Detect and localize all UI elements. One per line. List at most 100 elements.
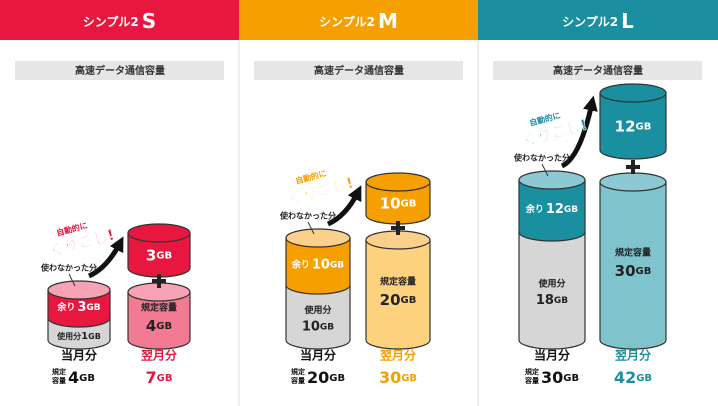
value-text: 18GB <box>536 293 568 308</box>
value-number: 12 <box>615 117 636 135</box>
header-bar <box>239 0 478 40</box>
value-text: 30GB <box>541 368 579 387</box>
value-unit: GB <box>320 322 334 332</box>
plan-title: シンプル2 M <box>319 9 398 33</box>
value-number: 3 <box>146 246 156 264</box>
cylinder-top <box>599 172 667 192</box>
value-text: 30GB <box>615 262 652 280</box>
remain-label: 余り <box>56 301 75 313</box>
unused-pointer <box>541 163 549 177</box>
cylinder-top <box>127 223 191 243</box>
value-number: 30 <box>615 262 636 280</box>
capacity-label: 高速データ通信容量 <box>75 64 165 77</box>
used-label: 使用分 <box>56 331 81 341</box>
next-month: 翌月分 <box>380 348 416 363</box>
value-text: 3GB <box>146 246 172 264</box>
value-number: 18 <box>536 293 554 308</box>
remain-part <box>47 289 111 328</box>
current-month: 当月分 <box>534 348 570 363</box>
value-unit: GB <box>156 321 172 332</box>
next-month: 翌月分 <box>615 348 651 363</box>
summary-label: 容量 <box>51 376 66 385</box>
carried-part <box>127 232 191 278</box>
remain-number: 10 <box>312 257 330 272</box>
value-unit: GB <box>401 295 417 306</box>
value-text: 4GB <box>68 368 95 387</box>
remain-unit: GB <box>330 260 344 270</box>
capacity-label-bar <box>15 61 224 80</box>
used-label: 使用分 <box>537 278 565 290</box>
used-number: 1 <box>81 331 88 342</box>
remain-text: 余り 3GB <box>56 300 100 315</box>
remain-unit: GB <box>86 303 100 313</box>
value-text: 7GB <box>146 368 173 387</box>
value-unit: GB <box>563 373 579 384</box>
value-unit: GB <box>401 373 417 384</box>
value-number: 30 <box>379 368 401 387</box>
remain-unit: GB <box>564 205 578 215</box>
base-label: 規定容量 <box>615 247 651 259</box>
summary-label: 規定 <box>291 367 305 376</box>
base-part <box>127 291 191 350</box>
plus-sign <box>152 274 166 288</box>
value-unit: GB <box>329 373 345 384</box>
remain-label: 余り <box>525 203 544 215</box>
carried-part <box>365 181 431 225</box>
value-unit: GB <box>636 266 652 277</box>
value-number: 20 <box>380 291 401 309</box>
summary-label: 規定 <box>525 367 539 376</box>
used-unit: GB <box>88 332 101 341</box>
value-unit: GB <box>401 199 417 210</box>
plan-size: S <box>142 9 156 33</box>
value-text: 10GB <box>380 194 417 212</box>
cylinder-top <box>518 170 586 190</box>
cylinder-top <box>365 172 431 192</box>
value-text: 10GB <box>302 319 334 334</box>
value-unit: GB <box>79 373 95 384</box>
value-unit: GB <box>554 296 568 306</box>
remain-label: 余り <box>291 258 310 270</box>
plan-title: シンプル2 S <box>83 9 156 33</box>
used-part <box>285 284 351 350</box>
unused-label: 使わなかった分 <box>279 211 336 221</box>
value-unit: GB <box>636 373 652 384</box>
carry-arrow <box>326 185 362 227</box>
plan-name: シンプル2 <box>83 14 139 29</box>
remain-part <box>285 237 351 295</box>
base-part <box>365 239 431 350</box>
remain-number: 3 <box>77 300 86 315</box>
used-part <box>518 231 586 350</box>
unused-pointer <box>307 221 315 235</box>
summary-label: 容量 <box>524 376 539 385</box>
base-label: 規定容量 <box>141 302 177 314</box>
value-number: 4 <box>68 368 79 387</box>
value-text: 30GB <box>379 368 417 387</box>
value-unit: GB <box>157 373 173 384</box>
remain-text: 余り 12GB <box>525 202 578 217</box>
remain-number: 12 <box>546 202 564 217</box>
unused-pointer <box>68 273 76 287</box>
value-text: 12GB <box>615 117 652 135</box>
value-number: 30 <box>541 368 563 387</box>
base-label: 規定容量 <box>380 276 416 288</box>
header-bar <box>478 0 718 40</box>
capacity-label: 高速データ通信容量 <box>553 64 643 77</box>
remain-part <box>518 179 586 242</box>
value-text: 42GB <box>614 368 652 387</box>
value-number: 10 <box>302 319 320 334</box>
summary-label: 容量 <box>290 376 305 385</box>
value-text: 20GB <box>307 368 345 387</box>
used-label: 使用分 <box>303 304 331 316</box>
value-text: 4GB <box>146 317 172 335</box>
cylinder-top <box>47 280 111 300</box>
carried-part <box>599 92 667 160</box>
remain-text: 余り 10GB <box>291 257 344 272</box>
header-bar <box>0 0 239 40</box>
plan-size: L <box>621 9 634 33</box>
current-month: 当月分 <box>300 348 336 363</box>
base-part <box>599 181 667 350</box>
cylinder-top <box>599 83 667 103</box>
unused-label: 使わなかった分 <box>40 263 97 273</box>
plan-name: シンプル2 <box>319 14 375 29</box>
